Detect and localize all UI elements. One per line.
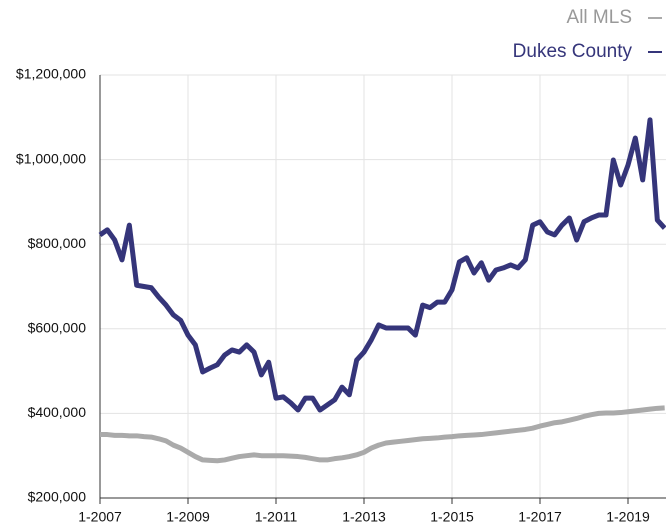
x-tick-label: 1-2007 [78,509,122,525]
legend-label: All MLS [567,7,632,28]
y-tick-label: $1,200,000 [16,66,86,82]
x-tick-label: 1-2019 [606,509,650,525]
y-tick-label: $200,000 [28,489,87,505]
y-tick-label: $800,000 [28,235,87,251]
x-tick-label: 1-2011 [255,509,298,525]
y-tick-label: $400,000 [28,404,87,420]
x-tick-label: 1-2009 [166,509,210,525]
x-tick-label: 1-2015 [430,509,474,525]
series-line [98,117,666,413]
legend-label: Dukes County [513,41,633,62]
y-tick-label: $1,000,000 [16,150,86,166]
y-tick-label: $600,000 [28,320,87,336]
series-line [100,405,665,464]
x-tick-label: 1-2013 [342,509,386,525]
x-tick-label: 1-2017 [518,509,562,525]
